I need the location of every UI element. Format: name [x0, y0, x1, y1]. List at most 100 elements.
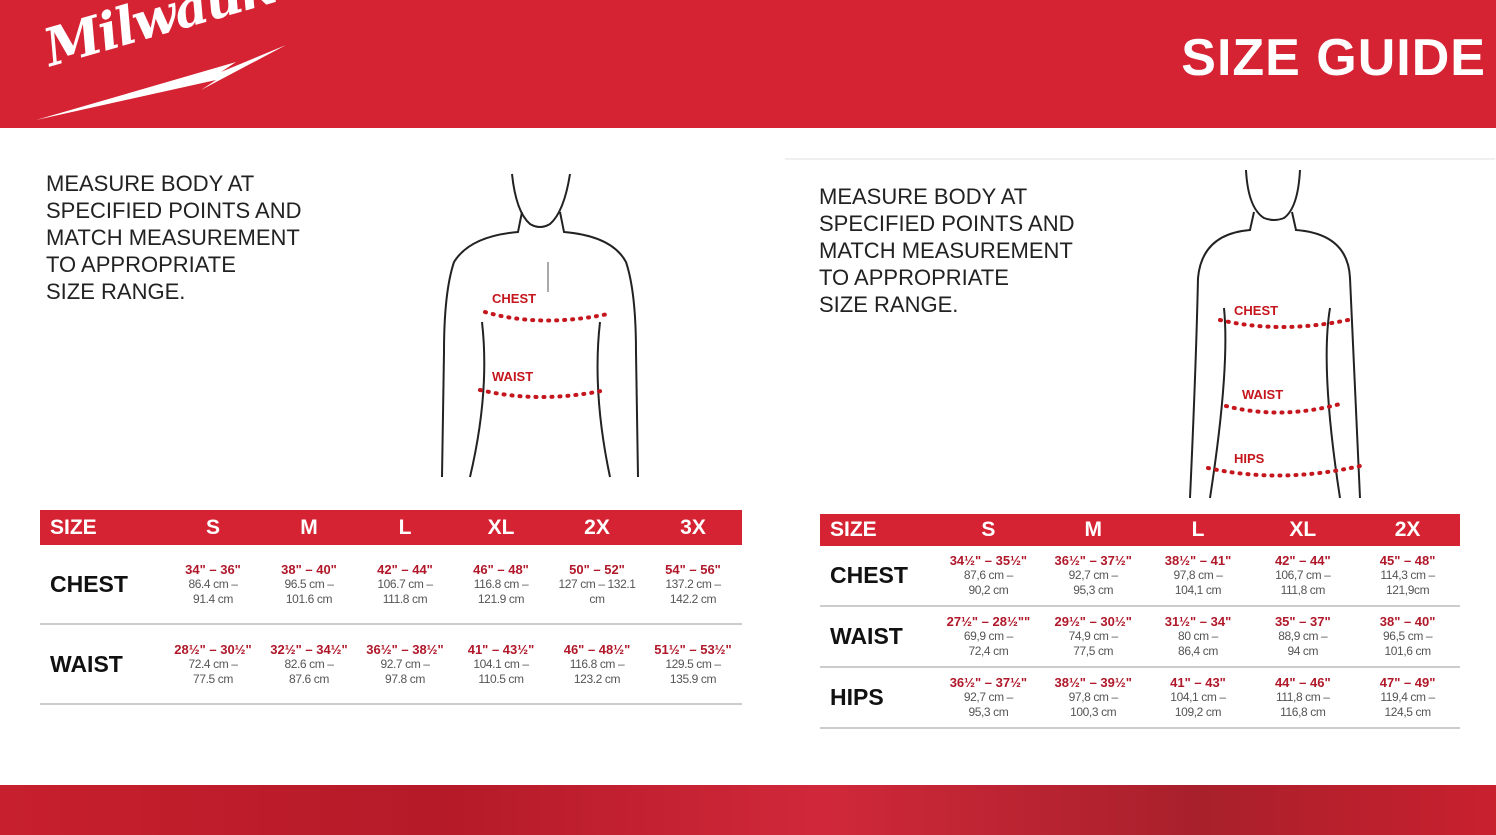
cm-range: 116.8 cm – 123.2 cm [569, 656, 625, 686]
cm-range: 106,7 cm – 111,8 cm [1275, 568, 1331, 597]
cm-range: 106.7 cm – 111.8 cm [377, 576, 433, 606]
lightning-bolt-icon [36, 45, 286, 120]
men-body-figure: CHEST WAIST [441, 173, 639, 478]
size-cell: 36½" – 37½" 92,7 cm – 95,3 cm [936, 675, 1041, 720]
cm-range: 92,7 cm – 95,3 cm [963, 690, 1013, 719]
header-size: SIZE [50, 515, 97, 539]
cm-range: 116.8 cm – 121.9 cm [473, 576, 529, 606]
inch-range: 35" – 37" [1274, 614, 1331, 629]
page-title: SIZE GUIDE [1181, 29, 1486, 87]
row-label: HIPS [830, 684, 884, 710]
size-cell: 34" – 36" 86.4 cm – 91.4 cm [165, 562, 261, 607]
chest-label: CHEST [492, 291, 536, 306]
header-l: L [398, 515, 412, 539]
table-row-waist: WAIST 27½" – 28½"" 69,9 cm – 72,4 cm 29½" –… [820, 607, 1460, 668]
inch-range: 36½" – 37½" [1054, 553, 1132, 568]
size-cell: 28½" – 30½" 72.4 cm – 77.5 cm [165, 642, 261, 687]
inch-range: 46" – 48" [473, 561, 529, 577]
size-cell: 38" – 40" 96,5 cm – 101,6 cm [1355, 614, 1460, 659]
inch-range: 31½" – 34" [1164, 614, 1232, 629]
cm-range: 86.4 cm – 91.4 cm [188, 576, 238, 606]
inch-range: 27½" – 28½"" [946, 614, 1031, 629]
size-cell: 36½" – 37½" 92,7 cm – 95,3 cm [1041, 553, 1146, 598]
cm-range: 129.5 cm – 135.9 cm [665, 656, 721, 686]
section-divider [785, 158, 1495, 160]
row-label: CHEST [50, 570, 128, 597]
inch-range: 28½" – 30½" [174, 641, 252, 657]
cm-range: 97,8 cm – 104,1 cm [1173, 568, 1223, 597]
inch-range: 38½" – 39½" [1054, 675, 1132, 690]
cm-range: 114,3 cm – 121,9cm [1380, 568, 1435, 597]
cm-range: 119,4 cm – 124,5 cm [1380, 690, 1435, 719]
header-l: L [1191, 518, 1205, 541]
cm-range: 72.4 cm – 77.5 cm [188, 656, 238, 686]
women-body-figure: CHEST WAIST HIPS [1189, 169, 1362, 499]
header-s: S [981, 518, 996, 541]
header-xl: XL [487, 515, 515, 539]
inch-range: 47" – 49" [1379, 675, 1436, 690]
header-m: M [1084, 518, 1102, 541]
inch-range: 54" – 56" [665, 561, 721, 577]
men-size-table: SIZE S M L XL 2X 3X CHEST 34" – 36" 86.4 cm – 91.… [40, 510, 742, 705]
size-cell: 38½" – 39½" 97,8 cm – 100,3 cm [1041, 675, 1146, 720]
cm-range: 92,7 cm – 95,3 cm [1068, 568, 1118, 597]
cm-range: 104,1 cm – 109,2 cm [1170, 690, 1226, 719]
cm-range: 87,6 cm – 90,2 cm [963, 568, 1013, 597]
cm-range: 97,8 cm – 100,3 cm [1068, 690, 1118, 719]
header-m: M [300, 515, 318, 539]
header-3x: 3X [680, 515, 706, 539]
cm-range: 88,9 cm – 94 cm [1278, 629, 1328, 658]
cm-range: 137.2 cm – 142.2 cm [665, 576, 721, 606]
size-cell: 36½" – 38½" 92.7 cm – 97.8 cm [357, 642, 453, 687]
footer-band [0, 785, 1496, 835]
inch-range: 29½" – 30½" [1054, 614, 1132, 629]
header-2x: 2X [1394, 518, 1421, 541]
inch-range: 38" – 40" [281, 561, 337, 577]
inch-range: 50" – 52" [569, 561, 625, 577]
size-cell: 46" – 48½" 116.8 cm – 123.2 cm [549, 642, 645, 687]
size-cell: 45" – 48" 114,3 cm – 121,9cm [1355, 553, 1460, 598]
table-header: SIZE S M L XL 2X [820, 514, 1460, 546]
size-cell: 34½" – 35½" 87,6 cm – 90,2 cm [936, 553, 1041, 598]
table-row-waist: WAIST 28½" – 30½" 72.4 cm – 77.5 cm 32½" – … [40, 625, 742, 705]
inch-range: 44" – 46" [1274, 675, 1331, 690]
inch-range: 45" – 48" [1379, 553, 1436, 568]
size-cell: 31½" – 34" 80 cm – 86,4 cm [1146, 614, 1251, 659]
size-cell: 32½" – 34½" 82.6 cm – 87.6 cm [261, 642, 357, 687]
milwaukee-logo: Milwaukee [36, 0, 340, 125]
inch-range: 41" – 43" [1170, 675, 1226, 690]
size-cell: 41" – 43½" 104.1 cm – 110.5 cm [453, 642, 549, 687]
size-cell: 51½" – 53½" 129.5 cm – 135.9 cm [645, 642, 741, 687]
size-cell: 41" – 43" 104,1 cm – 109,2 cm [1146, 675, 1251, 720]
size-cell: 42" – 44" 106,7 cm – 111,8 cm [1250, 553, 1355, 598]
inch-range: 36½" – 38½" [366, 641, 444, 657]
header-2x: 2X [584, 515, 610, 539]
inch-range: 46" – 48½" [563, 641, 631, 657]
cm-range: 127 cm – 132.1 cm [558, 576, 636, 606]
size-cell: 29½" – 30½" 74,9 cm – 77,5 cm [1041, 614, 1146, 659]
men-instructions: MEASURE BODY AT SPECIFIED POINTS AND MAT… [46, 171, 302, 304]
size-cell: 42" – 44" 106.7 cm – 111.8 cm [357, 562, 453, 607]
size-cell: 50" – 52" 127 cm – 132.1 cm [549, 562, 645, 607]
chest-label: CHEST [1234, 303, 1278, 318]
table-row-chest: CHEST 34" – 36" 86.4 cm – 91.4 cm 38" – 40"… [40, 545, 742, 625]
size-cell: 47" – 49" 119,4 cm – 124,5 cm [1355, 675, 1460, 720]
inch-range: 32½" – 34½" [270, 641, 348, 657]
header-size: SIZE [830, 518, 877, 541]
cm-range: 69,9 cm – 72,4 cm [963, 629, 1013, 658]
size-cell: 54" – 56" 137.2 cm – 142.2 cm [645, 562, 741, 607]
header: Milwaukee SIZE GUIDE [0, 0, 1496, 128]
size-cell: 35" – 37" 88,9 cm – 94 cm [1250, 614, 1355, 659]
cm-range: 82.6 cm – 87.6 cm [284, 656, 334, 686]
inch-range: 38" – 40" [1379, 614, 1436, 629]
row-label: CHEST [830, 562, 908, 588]
cm-range: 92.7 cm – 97.8 cm [380, 656, 430, 686]
cm-range: 111,8 cm – 116,8 cm [1275, 690, 1330, 719]
cm-range: 74,9 cm – 77,5 cm [1068, 629, 1118, 658]
table-header: SIZE S M L XL 2X 3X [40, 510, 742, 545]
header-s: S [205, 515, 220, 539]
size-cell: 27½" – 28½"" 69,9 cm – 72,4 cm [936, 614, 1041, 659]
women-size-table: SIZE S M L XL 2X CHEST 34½" – 35½" 87,6 cm – 90,… [820, 514, 1460, 729]
women-instructions: MEASURE BODY AT SPECIFIED POINTS AND MAT… [819, 184, 1075, 317]
cm-range: 96.5 cm – 101.6 cm [284, 576, 334, 606]
